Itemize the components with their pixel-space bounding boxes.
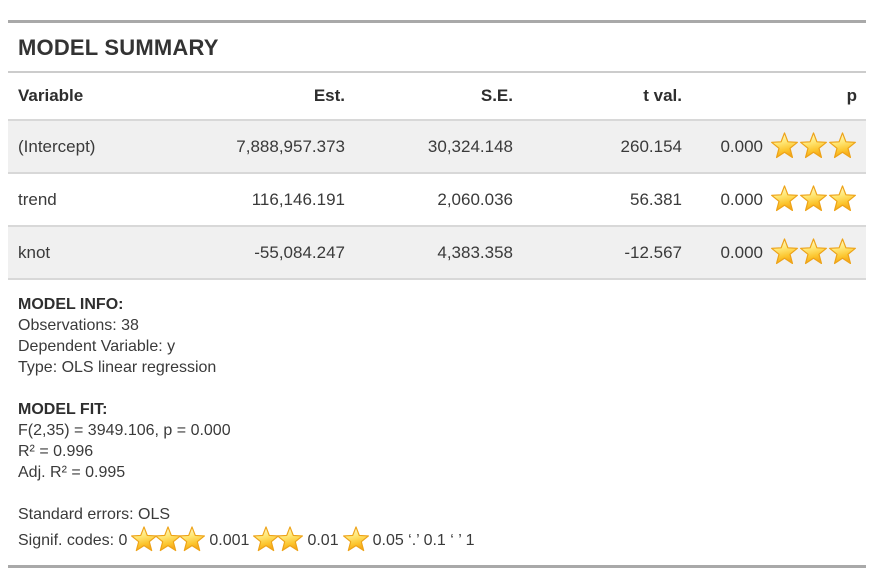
column-header-p: p [846,86,857,105]
star-icon [178,526,206,554]
standard-errors-line: Standard errors: OLS [18,506,171,523]
significance-stars [130,526,206,554]
coefficients-table: Variable Est. S.E. t val. p (Intercept) … [8,71,866,280]
model-summary-report: MODEL SUMMARY Variable Est. S.E. t val. … [8,20,866,568]
adj-r-squared-line: Adj. R² = 0.995 [18,464,126,481]
star-icon [828,238,857,267]
table-row: (Intercept) 7,888,957.373 30,324.148 260… [8,120,866,173]
column-header-tval: t val. [643,86,682,105]
model-fit-heading: MODEL FIT: [18,401,108,418]
column-header-est: Est. [313,86,345,105]
star-icon [276,526,304,554]
p-value: 0.000 [720,242,763,262]
star-icon [342,526,370,554]
significance-stars [770,132,857,161]
page-title: MODEL SUMMARY [18,35,219,60]
model-type-line: Type: OLS linear regression [18,359,217,376]
p-cell: 0.000 [682,226,866,279]
se-cell: 30,324.148 [427,136,513,156]
se-cell: 4,383.358 [437,242,513,262]
observations-line: Observations: 38 [18,317,139,334]
est-cell: 7,888,957.373 [236,136,345,156]
column-header-variable: Variable [18,86,84,105]
p-value: 0.000 [720,189,763,209]
tval-cell: -12.567 [624,242,682,262]
tval-cell: 260.154 [620,136,682,156]
signif-code-text: 0.001 [209,531,250,549]
significance-stars [342,526,370,554]
table-row: trend 116,146.191 2,060.036 56.381 0.000 [8,173,866,226]
signif-code-text: 0.05 ‘.’ 0.1 ‘ ’ 1 [372,531,475,549]
p-cell: 0.000 [682,173,866,226]
star-icon [799,185,828,214]
table-row: knot -55,084.247 4,383.358 -12.567 0.000 [8,226,866,279]
model-info-heading: MODEL INFO: [18,296,124,313]
column-header-se: S.E. [480,86,513,105]
star-icon [252,526,280,554]
star-icon [828,185,857,214]
signif-codes-line: Signif. codes: 0 0.001 0.01 0.05 ‘.’ 0.1 ‘ … [18,525,856,555]
signif-code-text: 0.01 [307,531,339,549]
significance-stars [770,185,857,214]
significance-stars [770,238,857,267]
dependent-variable-line: Dependent Variable: y [18,338,176,355]
est-cell: -55,084.247 [254,242,345,262]
star-icon [828,132,857,161]
star-icon [130,526,158,554]
p-value: 0.000 [720,136,763,156]
r-squared-line: R² = 0.996 [18,443,94,460]
p-cell: 0.000 [682,120,866,173]
star-icon [770,238,799,267]
variable-cell: (Intercept) [18,136,96,156]
star-icon [799,238,828,267]
se-cell: 2,060.036 [437,189,513,209]
signif-code-text: Signif. codes: 0 [18,531,128,549]
spacer [18,378,856,399]
spacer [18,483,856,504]
star-icon [154,526,182,554]
variable-cell: trend [18,189,57,209]
star-icon [770,132,799,161]
table-header-row: Variable Est. S.E. t val. p [8,72,866,120]
f-statistic-line: F(2,35) = 3949.106, p = 0.000 [18,422,231,439]
est-cell: 116,146.191 [251,189,345,209]
variable-cell: knot [18,242,51,262]
model-notes: MODEL INFO: Observations: 38 Dependent V… [8,280,866,565]
significance-stars [252,526,304,554]
tval-cell: 56.381 [630,189,682,209]
star-icon [799,132,828,161]
star-icon [770,185,799,214]
